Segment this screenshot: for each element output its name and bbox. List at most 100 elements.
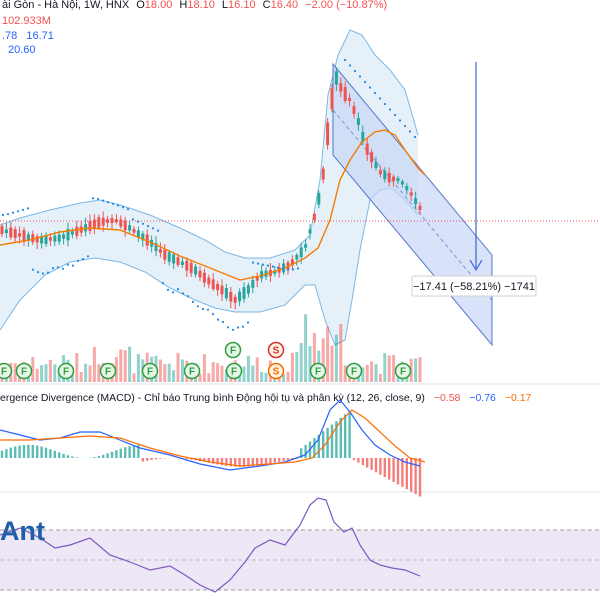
sar-dot [271, 265, 275, 268]
measure-label: −17.41 (−58.21%) −1741 [413, 281, 535, 293]
marker-s[interactable]: S [267, 362, 285, 380]
candle-body [295, 255, 299, 260]
marker-circle [57, 362, 75, 380]
volume-bar [361, 367, 365, 382]
marker-circle [267, 362, 285, 380]
sar-dot [358, 75, 362, 78]
sar-dot [296, 267, 300, 270]
sar-dot [11, 211, 15, 214]
volume-bar [321, 338, 325, 382]
marker-circle [267, 341, 285, 359]
candle-body [251, 280, 255, 288]
volume-bar [163, 364, 167, 382]
sar-dot [221, 320, 225, 324]
marker-f[interactable]: F [225, 362, 243, 380]
candle-body [189, 262, 193, 274]
macd-hist-bar [247, 458, 250, 467]
marker-f[interactable]: F [183, 362, 201, 380]
sar-dot [363, 80, 367, 84]
volume-bar [48, 359, 52, 382]
candle-body [370, 152, 374, 163]
macd-hist-bar [286, 458, 290, 461]
macd-hist-bar [115, 450, 118, 458]
macd-hist-bar [317, 434, 320, 458]
bollinger-upper-line [0, 29, 419, 259]
sar-dot [236, 326, 240, 329]
macd-hist-bar [410, 458, 413, 492]
sar-dot [161, 282, 165, 285]
candle-body [374, 161, 378, 168]
parabolic-sar-dots [1, 58, 417, 331]
volume-bar [260, 372, 264, 382]
marker-s-top[interactable]: S [267, 341, 285, 359]
marker-label: F [231, 367, 237, 378]
moving-average-line [0, 129, 426, 281]
marker-f-top[interactable]: F [224, 341, 242, 359]
macd-hist-bar [128, 446, 131, 458]
marker-f[interactable]: F [99, 362, 117, 380]
marker-f[interactable]: F [57, 362, 75, 380]
candle-body [400, 181, 404, 185]
volume-bar [242, 366, 246, 382]
sar-dot [26, 207, 30, 210]
event-markers[interactable]: F SF F F F F F F S F F F [0, 341, 412, 380]
candle-body [233, 296, 237, 303]
sar-dot [6, 213, 10, 216]
volume-bar [365, 364, 369, 382]
candle-body [365, 143, 369, 155]
sar-dot [56, 266, 60, 269]
marker-f[interactable]: F [15, 362, 33, 380]
volume-bar [167, 363, 171, 382]
candle-body [114, 219, 118, 223]
macd-hist-bar [14, 446, 17, 458]
macd-hist-bar [401, 458, 404, 487]
macd-hist-bar [269, 458, 272, 464]
marker-f[interactable]: F [394, 362, 412, 380]
candle-body [343, 87, 347, 101]
sar-dot [393, 113, 397, 117]
macd-hist-bar [27, 444, 30, 458]
macd-hist-bar [137, 444, 140, 458]
marker-f[interactable]: F [345, 362, 363, 380]
macd-hist-bar [31, 445, 34, 458]
volume-bar [79, 372, 83, 382]
volume-bar [180, 359, 184, 382]
sar-dot [226, 326, 230, 329]
macd-signal-line [0, 409, 426, 467]
volume-bar [246, 355, 250, 382]
candle-body [106, 219, 110, 223]
macd-hist-bar [348, 411, 351, 458]
sar-dot [413, 135, 417, 139]
macd-hist-bar [405, 458, 408, 490]
marker-f[interactable]: F [309, 362, 327, 380]
sar-dot [378, 97, 382, 100]
marker-circle [394, 362, 412, 380]
candle-body [242, 287, 246, 299]
candle-body [378, 170, 382, 175]
measure-arrow-head [469, 259, 483, 272]
bollinger-band-area [0, 30, 418, 345]
marker-f[interactable]: F [0, 362, 13, 380]
marker-f[interactable]: F [141, 362, 159, 380]
sar-dot [181, 292, 185, 295]
macd-hist-bar [418, 458, 422, 497]
sar-dot [1, 213, 5, 217]
macd-hist-bar [242, 458, 246, 467]
candle-body [88, 220, 92, 231]
candle-body [330, 88, 334, 109]
macd-line-value: −0.76 [469, 392, 496, 404]
marker-circle [183, 362, 201, 380]
volume-bar [40, 365, 44, 382]
candle-body [321, 168, 325, 180]
candle-body [326, 122, 330, 145]
volume-bar [339, 324, 343, 382]
macd-hist-bar [53, 450, 56, 458]
sar-dot [126, 208, 130, 211]
macd-hist-bar [374, 458, 378, 473]
volume-bar [264, 372, 268, 382]
macd-hist-bar [225, 458, 228, 466]
volume-bar [132, 373, 136, 382]
macd-hist-bar [282, 458, 285, 461]
